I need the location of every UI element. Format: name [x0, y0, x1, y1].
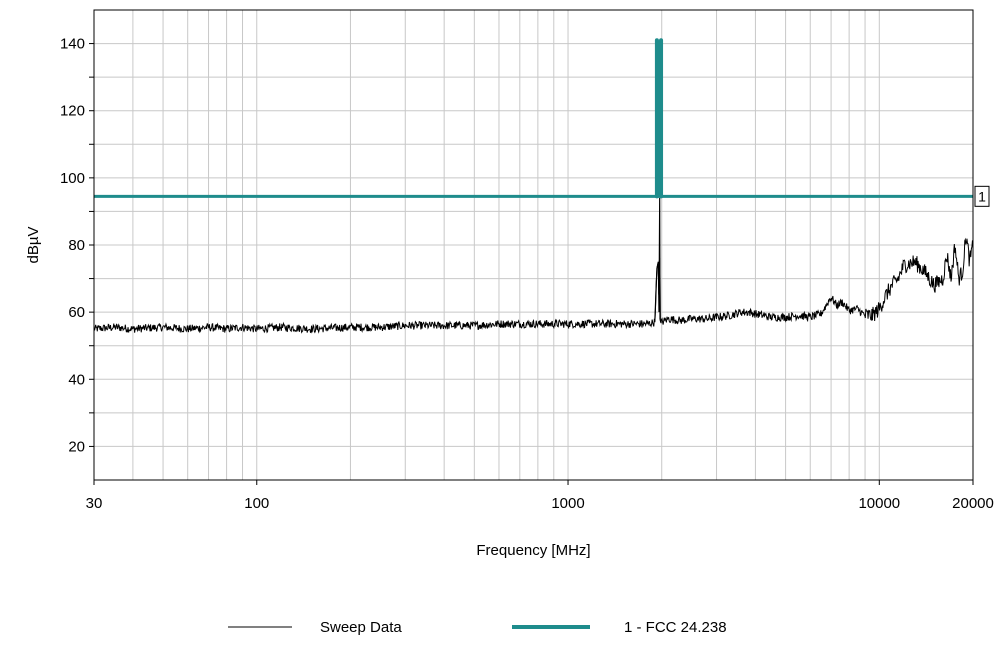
- x-tick-label: 20000: [952, 495, 994, 512]
- y-tick-labels: 20 40 60 80 100 120 140: [60, 36, 85, 456]
- legend: Sweep Data 1 - FCC 24.238: [228, 619, 727, 636]
- fcc-limit-band: [656, 40, 662, 197]
- y-tick-label: 100: [60, 170, 85, 187]
- series-layer: [93, 38, 974, 334]
- y-tick-label: 140: [60, 36, 85, 53]
- y-tick-label: 80: [68, 237, 85, 254]
- minor-grid: [94, 10, 973, 480]
- x-tick-label: 30: [86, 495, 103, 512]
- sweep-data-line: [93, 237, 974, 334]
- sweep-data-peak: [654, 197, 662, 323]
- legend-label-fcc-limit: 1 - FCC 24.238: [624, 619, 727, 636]
- y-tick-label: 40: [68, 371, 85, 388]
- major-grid: [256, 10, 880, 480]
- y-tick-label: 120: [60, 103, 85, 120]
- limit-marker: 1: [974, 185, 990, 207]
- y-tick-label: 60: [68, 304, 85, 321]
- x-tick-label: 10000: [858, 495, 900, 512]
- limit-marker-box: [974, 185, 990, 207]
- limit-marker-label: 1: [978, 188, 986, 204]
- x-axis-title: Frequency [MHz]: [476, 542, 590, 559]
- x-tick-label: 1000: [551, 495, 584, 512]
- legend-label-sweep-data: Sweep Data: [320, 619, 402, 636]
- axis-ticks: [89, 43, 974, 485]
- x-tick-labels: 30 100 1000 10000 20000: [86, 495, 994, 512]
- y-axis-title: dBµV: [25, 227, 42, 264]
- y-tick-label: 20: [68, 438, 85, 455]
- x-tick-label: 100: [244, 495, 269, 512]
